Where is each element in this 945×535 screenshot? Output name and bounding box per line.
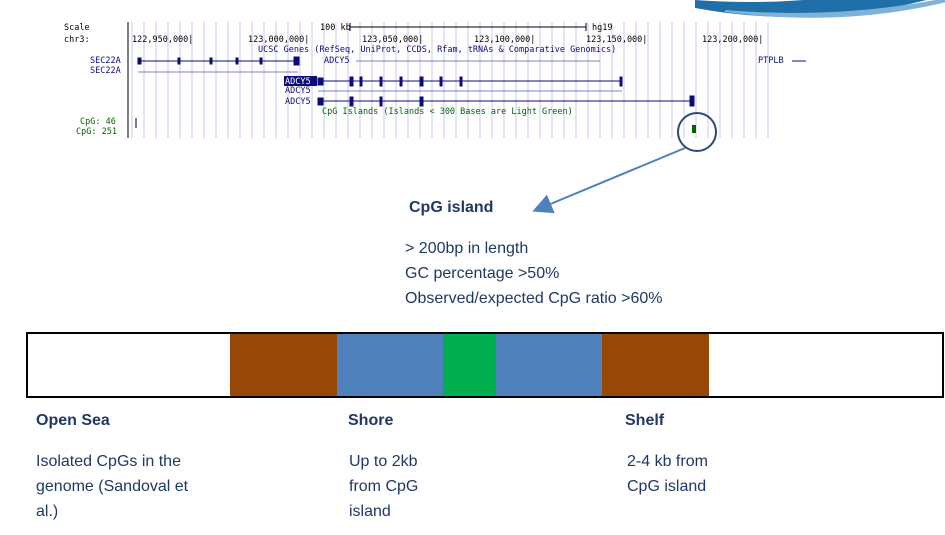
gene-label-sec22a: SEC22A bbox=[90, 66, 121, 76]
open-sea-description: Isolated CpGs in the genome (Sandoval et… bbox=[36, 449, 188, 524]
cpg-island-title: CpG island bbox=[409, 199, 494, 216]
shelf-segment-left bbox=[230, 334, 337, 396]
position-tick-2: 123,050,000| bbox=[362, 35, 423, 45]
shelf-desc-line: 2-4 kb from bbox=[627, 453, 708, 470]
chrom-label: chr3: bbox=[64, 35, 90, 45]
shore-segment-left bbox=[337, 334, 443, 396]
gene-label-adcy5: ADCY5 bbox=[285, 86, 311, 96]
gene-label-adcy5: ADCY5 bbox=[285, 77, 311, 87]
gene-label-ptplb: PTPLB bbox=[758, 56, 784, 66]
criteria-ratio: Observed/expected CpG ratio >60% bbox=[405, 290, 663, 307]
shore-desc-line: Up to 2kb bbox=[349, 453, 418, 470]
assembly-label: hg19 bbox=[592, 23, 612, 33]
shore-desc-line: from CpG bbox=[349, 478, 419, 495]
gene-label-adcy5: ADCY5 bbox=[285, 97, 311, 107]
scale-label: Scale bbox=[64, 23, 90, 33]
genome-browser-screenshot: Scale chr3: 100 kb hg19 122,950,000| 123… bbox=[64, 22, 806, 138]
criteria-length: > 200bp in length bbox=[405, 240, 529, 257]
cpg-label-1: CpG: 46 bbox=[80, 117, 116, 127]
open-sea-label: Open Sea bbox=[36, 412, 110, 429]
shelf-segment-right bbox=[602, 334, 709, 396]
shelf-label: Shelf bbox=[625, 412, 665, 429]
scale-text: 100 kb bbox=[320, 23, 351, 33]
shore-description: Up to 2kb from CpG island bbox=[349, 449, 418, 524]
open-sea-desc-line: genome (Sandoval et bbox=[36, 478, 189, 495]
region-bar bbox=[26, 332, 944, 398]
cpg-label-2: CpG: 251 bbox=[76, 127, 117, 137]
shore-desc-line: island bbox=[349, 503, 391, 520]
callout-arrow bbox=[532, 147, 686, 214]
position-tick-4: 123,150,000| bbox=[586, 35, 647, 45]
gene-label-sec22a: SEC22A bbox=[90, 56, 121, 66]
island-segment bbox=[443, 334, 496, 396]
shelf-desc-line: CpG island bbox=[627, 478, 707, 495]
gene-models bbox=[137, 56, 806, 107]
cpg-track-title: CpG Islands (Islands < 300 Bases are Lig… bbox=[322, 107, 573, 117]
cpg-island-mark bbox=[692, 125, 696, 133]
gene-label-adcy5-highlight bbox=[284, 76, 317, 86]
scale-bar bbox=[349, 23, 587, 31]
position-tick-5: 123,200,000| bbox=[702, 35, 763, 45]
position-tick-0: 122,950,000| bbox=[132, 35, 193, 45]
open-sea-desc-line: al.) bbox=[36, 503, 59, 520]
gene-track-title: UCSC Genes (RefSeq, UniProt, CCDS, Rfam,… bbox=[258, 45, 616, 55]
position-tick-1: 123,000,000| bbox=[248, 35, 309, 45]
shore-segment-right bbox=[496, 334, 602, 396]
gene-label-adcy5: ADCY5 bbox=[324, 56, 350, 66]
cpg-island-criteria: > 200bp in length GC percentage >50% Obs… bbox=[405, 236, 662, 311]
corner-swoosh-decoration bbox=[695, 0, 945, 18]
open-sea-desc-line: Isolated CpGs in the bbox=[36, 453, 181, 470]
shelf-description: 2-4 kb from CpG island bbox=[627, 449, 708, 499]
browser-grid bbox=[131, 22, 769, 138]
shore-label: Shore bbox=[348, 412, 394, 429]
criteria-gc: GC percentage >50% bbox=[405, 265, 560, 282]
position-tick-3: 123,100,000| bbox=[474, 35, 535, 45]
